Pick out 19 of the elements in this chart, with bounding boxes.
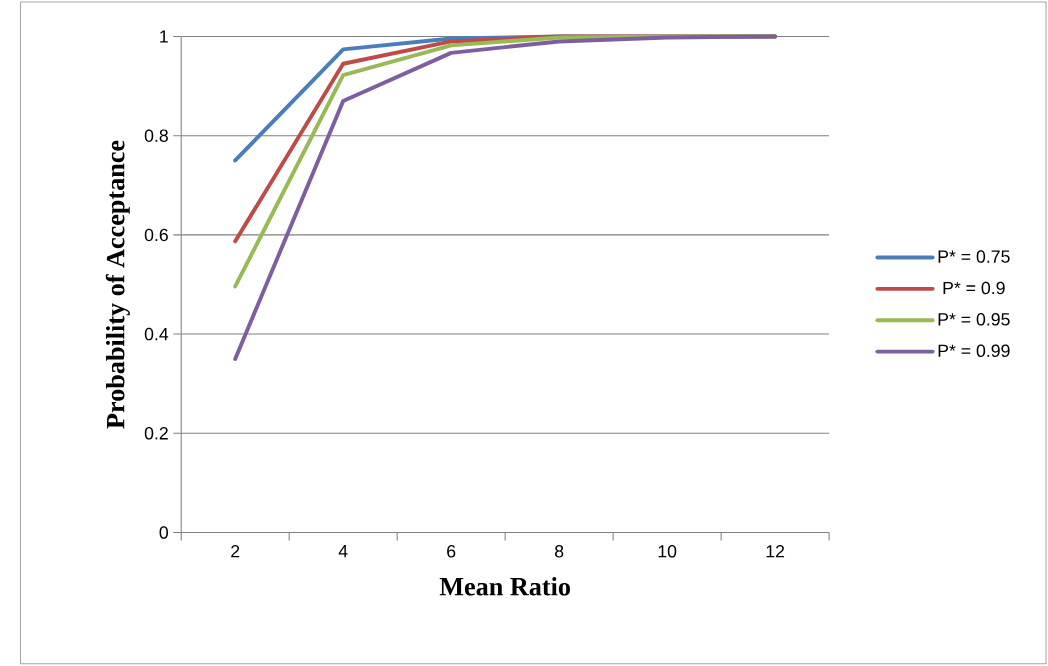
x-tick-label: 2 <box>231 545 240 558</box>
line-series <box>233 34 778 362</box>
y-tick-label: 0.2 <box>144 427 168 440</box>
legend-label: P* = 0.95 <box>938 313 1010 326</box>
legend-label: P* = 0.99 <box>938 344 1010 358</box>
y-tick-label: 0.8 <box>144 129 168 143</box>
x-tick-label: 10 <box>658 545 677 558</box>
x-tick-label: 6 <box>447 545 456 558</box>
legend-label: P* = 0.75 <box>938 250 1010 264</box>
y-tick-label: 0 <box>159 526 168 539</box>
y-tick-label: 0.4 <box>144 328 169 341</box>
legend-label: P* = 0.9 <box>943 281 1005 295</box>
x-tick-label: 12 <box>766 545 785 558</box>
x-tick-label: 4 <box>338 545 348 558</box>
x-axis-title: Mean Ratio <box>439 577 570 596</box>
y-axis-title: Probability of Acceptance <box>105 140 130 429</box>
x-tick-label: 8 <box>554 545 564 558</box>
y-tick-label: 1 <box>160 30 168 43</box>
y-tick-label: 0.6 <box>144 228 168 242</box>
